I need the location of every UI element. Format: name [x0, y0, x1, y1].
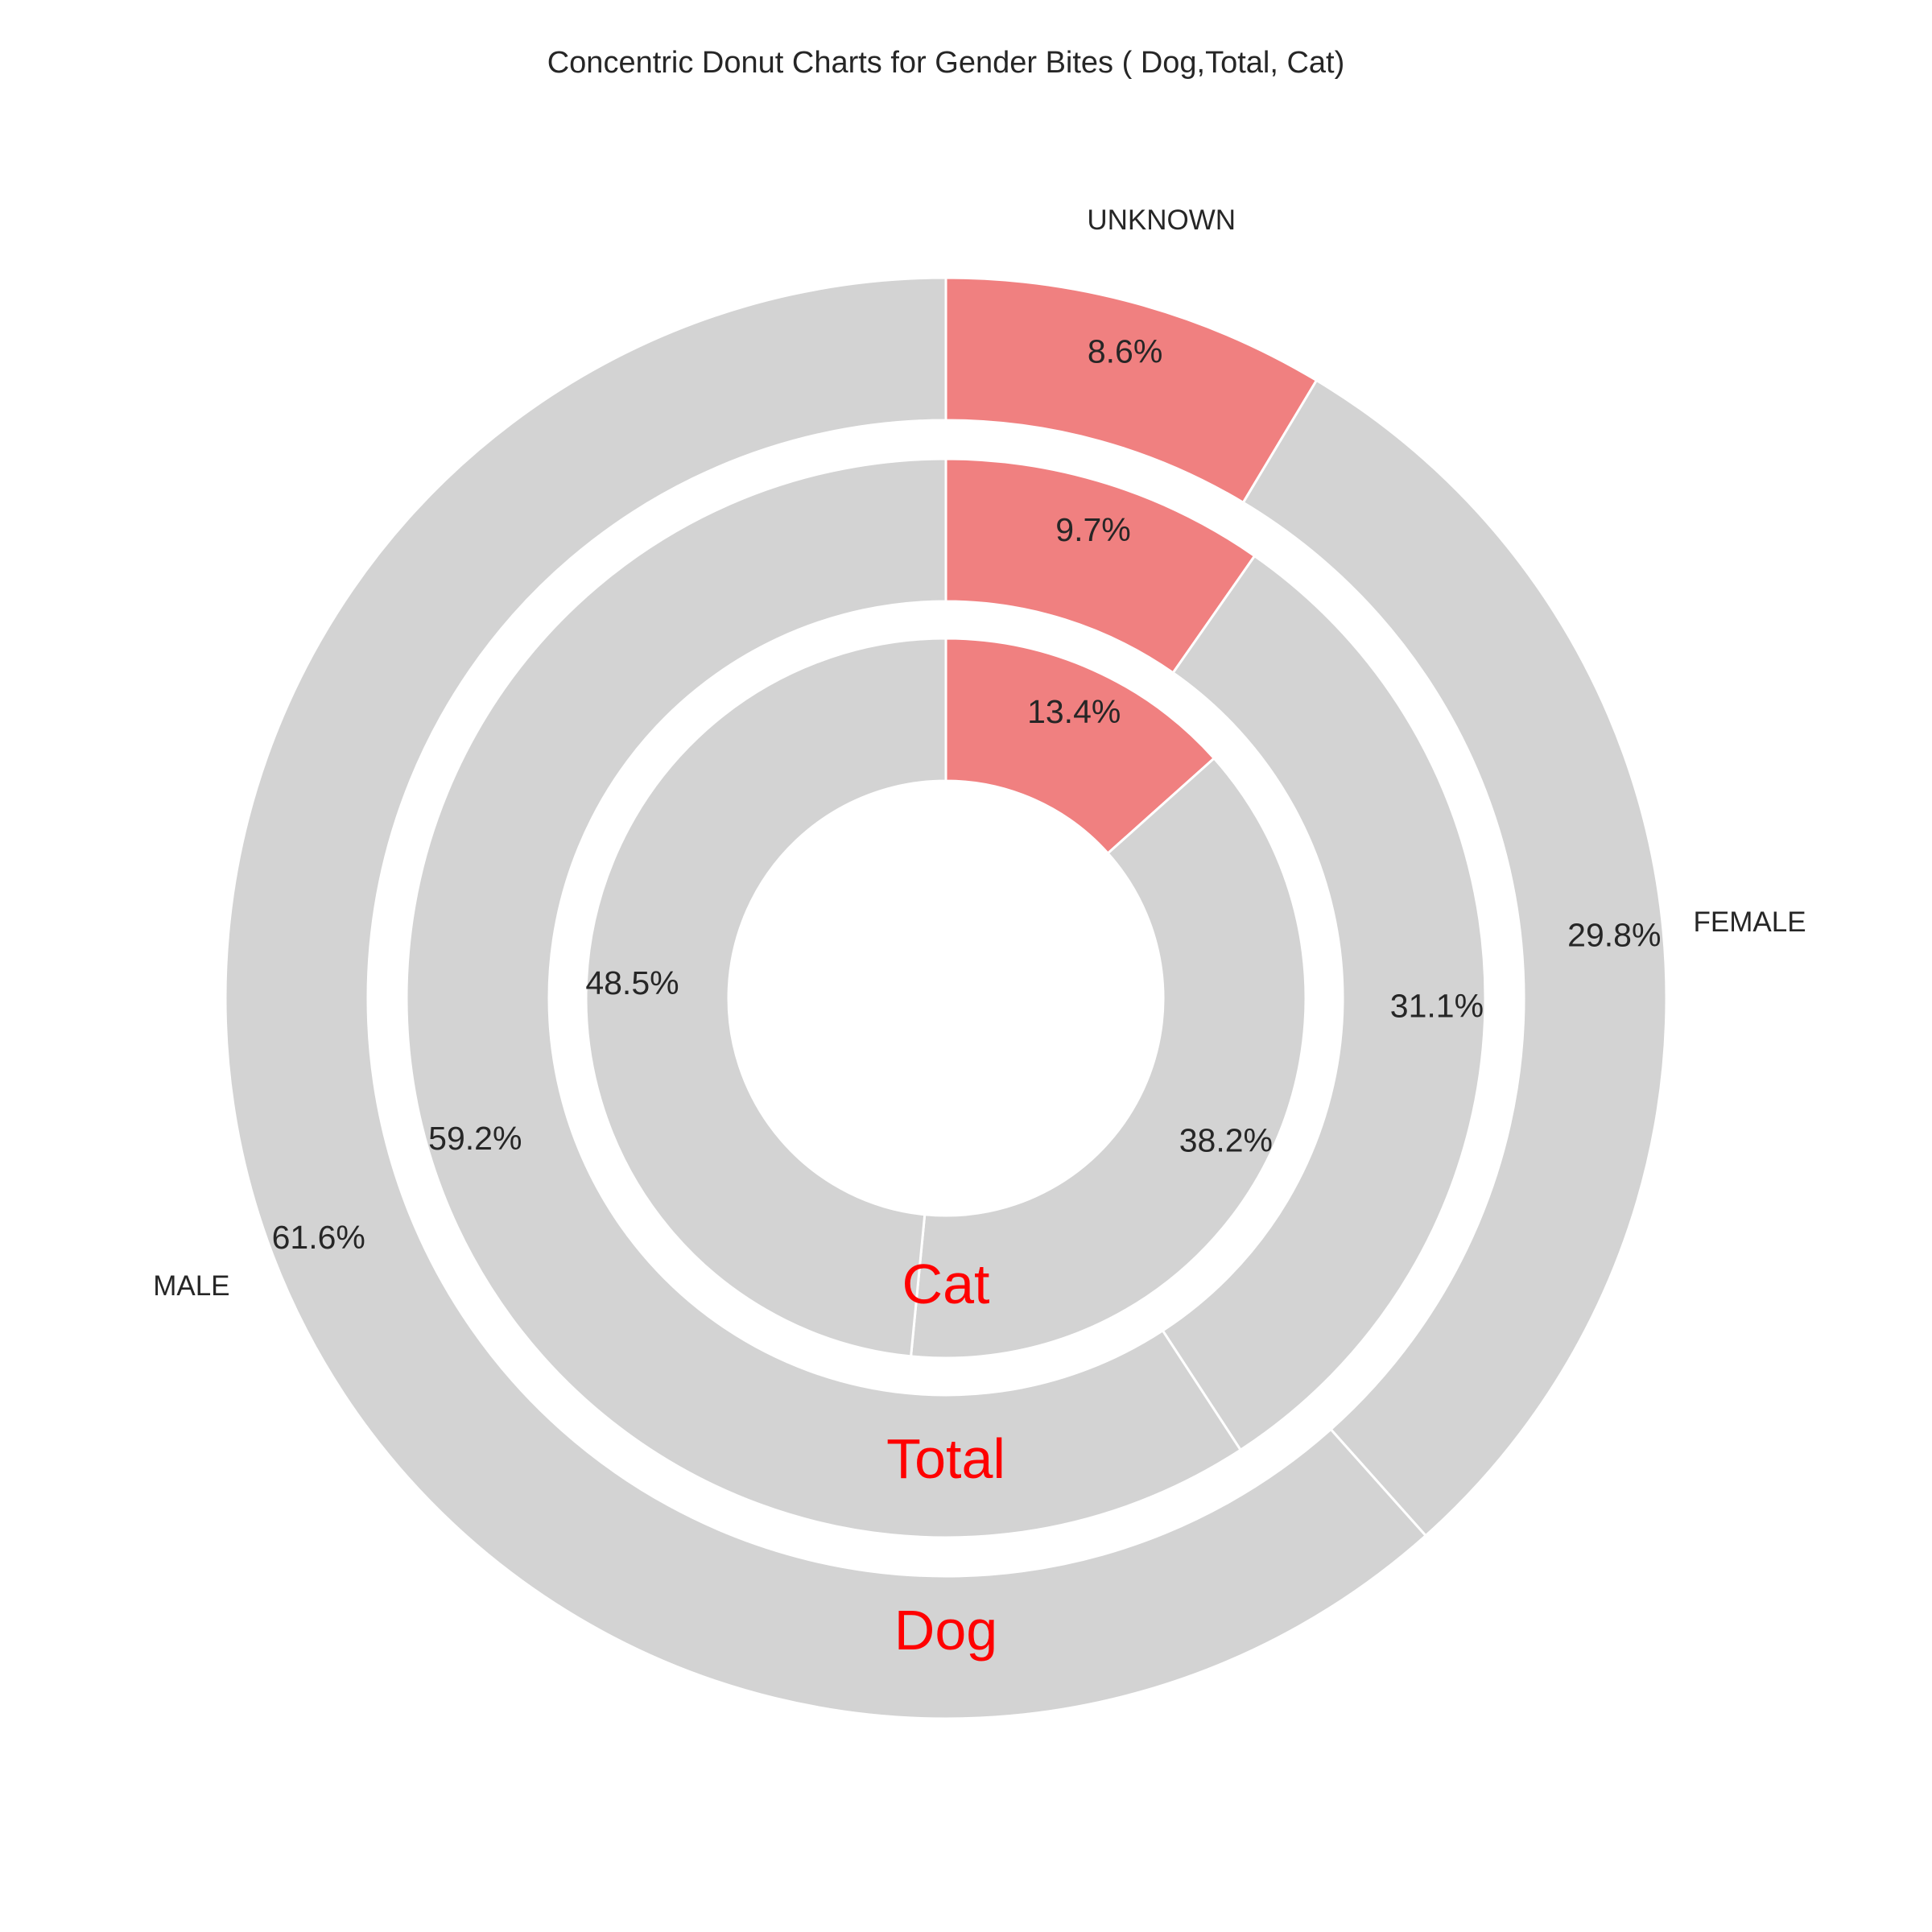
slice-dog-male	[224, 276, 1428, 1720]
slice-total-male	[405, 457, 1243, 1539]
pct-label-cat-female: 38.2%	[1179, 1121, 1273, 1158]
pct-label-dog-male: 61.6%	[272, 1219, 365, 1256]
ring-names: Dog Total Cat	[886, 1253, 1005, 1662]
pct-label-total-female: 31.1%	[1390, 988, 1484, 1025]
slice-total-female	[1161, 554, 1487, 1452]
slice-cat-female	[909, 756, 1307, 1360]
pct-label-dog-female: 29.8%	[1567, 917, 1661, 954]
pct-label-total-unknown: 9.7%	[1055, 511, 1130, 548]
slice-cat-male	[584, 637, 947, 1358]
chart-title: Concentric Donut Charts for Gender Bites…	[547, 46, 1345, 80]
ring-name-total: Total	[886, 1427, 1005, 1490]
category-label-male: MALE	[153, 1270, 229, 1302]
ring-name-cat: Cat	[902, 1253, 990, 1315]
category-label-unknown: UNKNOWN	[1087, 204, 1236, 236]
slice-cat-unknown	[944, 637, 1216, 856]
pct-label-dog-unknown: 8.6%	[1088, 332, 1162, 369]
category-label-female: FEMALE	[1694, 906, 1806, 938]
percentage-labels: 8.6% 29.8% 61.6% 9.7% 31.1% 59.2% 13.4% 38.2% 48…	[272, 332, 1662, 1256]
pct-label-cat-male: 48.5%	[585, 964, 679, 1001]
donut-rings	[224, 276, 1668, 1720]
slice-dog-female	[1241, 378, 1668, 1538]
category-labels: UNKNOWN FEMALE MALE	[153, 204, 1806, 1302]
ring-name-dog: Dog	[894, 1599, 997, 1662]
pct-label-cat-unknown: 13.4%	[1027, 693, 1121, 730]
pct-label-total-male: 59.2%	[428, 1120, 522, 1157]
